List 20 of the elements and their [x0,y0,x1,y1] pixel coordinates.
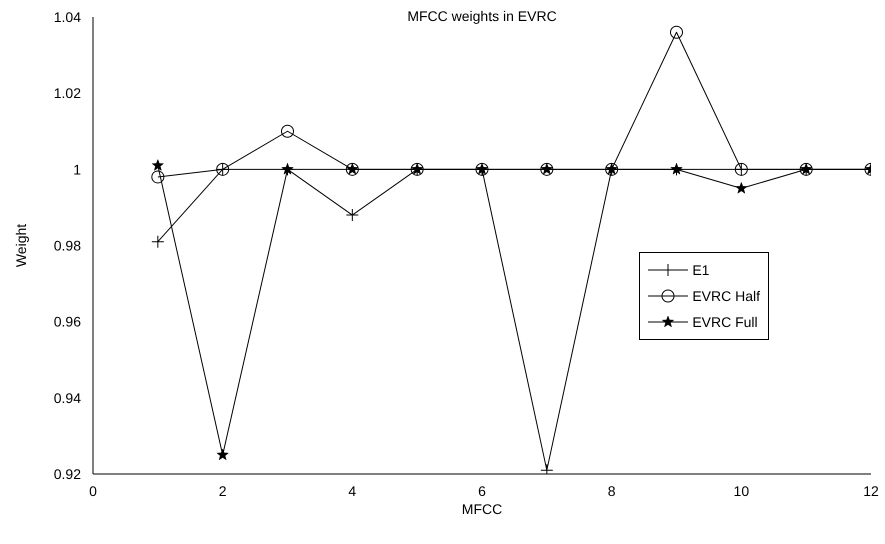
y-tick-label: 0.98 [54,237,82,254]
legend-label: EVRC Full [692,314,758,330]
y-tick-label: 1.04 [54,8,82,25]
y-tick-label: 0.92 [54,466,82,482]
legend-label: E1 [692,262,710,278]
x-tick-label: 0 [89,482,98,499]
y-tick-label: 1 [73,161,82,178]
y-tick-label: 1.02 [54,85,82,102]
x-tick-label: 8 [608,482,616,499]
x-tick-label: 10 [734,482,750,499]
x-axis-title: MFCC [462,501,502,517]
y-axis-title: Weight [12,224,29,268]
y-tick-label: 0.96 [54,314,82,330]
chart-title: MFCC weights in EVRC [406,8,558,24]
x-tick-label: 6 [478,482,486,499]
legend-label: EVRC Half [692,288,760,304]
x-tick-label: 2 [218,482,227,499]
x-tick-label: 12 [863,482,879,499]
y-tick-label: 0.94 [54,390,82,406]
x-tick-label: 4 [348,482,356,499]
